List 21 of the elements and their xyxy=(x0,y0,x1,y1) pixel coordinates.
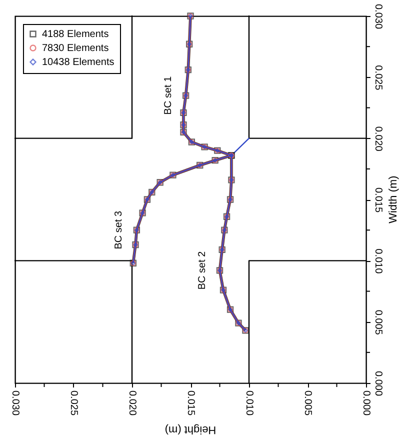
legend-label: 7830 Elements xyxy=(42,43,109,54)
x-tick-label: 0.030 xyxy=(10,390,20,416)
legend-label: 4188 Elements xyxy=(42,29,109,40)
x-tick-label: 0.020 xyxy=(126,390,138,416)
y-tick-label: 0.015 xyxy=(372,187,384,213)
y-tick-label: 0.030 xyxy=(372,4,384,30)
y-tick-label: 0.025 xyxy=(372,65,384,91)
annotation: BC set 1 xyxy=(162,76,174,115)
y-axis-title: Width (m) xyxy=(388,176,400,224)
legend-label: 10438 Elements xyxy=(42,57,114,68)
y-tick-label: 0.020 xyxy=(372,126,384,152)
annotation: BC set 2 xyxy=(196,250,208,290)
x-tick-label: 0.005 xyxy=(302,390,313,416)
x-tick-label: 0.025 xyxy=(68,390,79,416)
y-tick-label: 0.010 xyxy=(372,248,384,274)
annotation: BC set 3 xyxy=(114,210,125,250)
x-axis-title: Height (m) xyxy=(164,424,216,436)
x-tick-label: 0.015 xyxy=(185,390,196,416)
y-tick-label: 0.005 xyxy=(372,310,384,336)
y-tick-label: 0.000 xyxy=(372,370,384,396)
x-tick-label: 0.010 xyxy=(244,390,254,416)
